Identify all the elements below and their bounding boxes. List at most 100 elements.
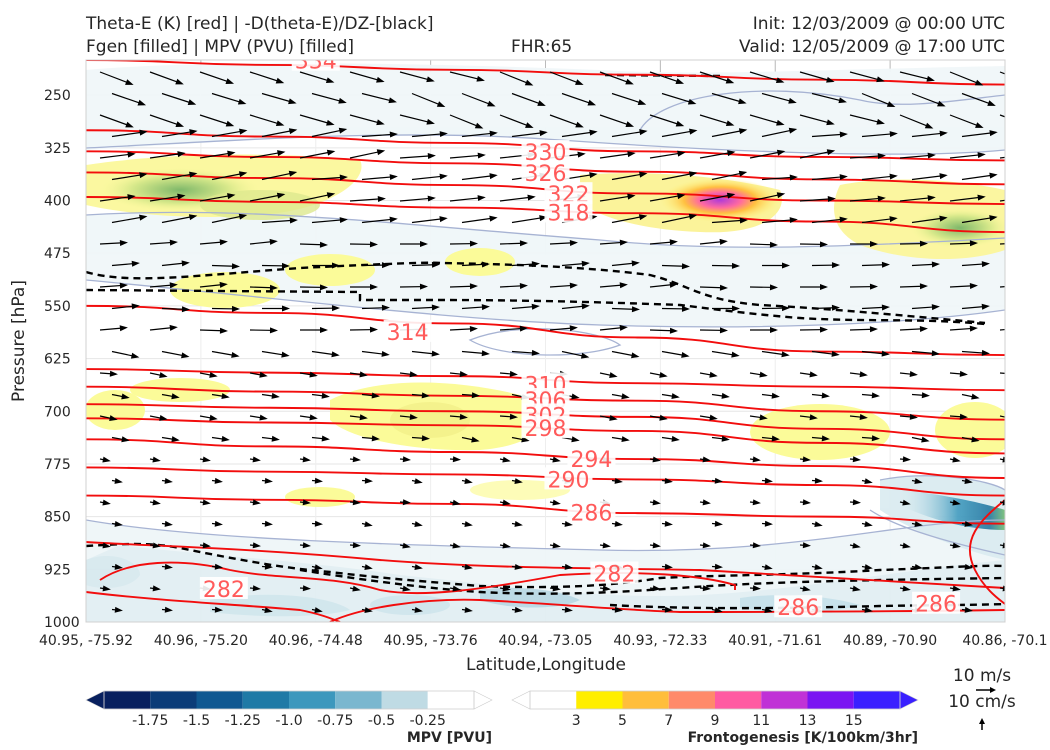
title-fhr: FHR:65	[511, 37, 573, 57]
wind-arrow	[349, 196, 386, 203]
wind-arrow	[149, 499, 161, 506]
wind-arrow	[849, 114, 885, 125]
wind-arrow	[511, 303, 540, 310]
wind-arrow	[411, 92, 446, 107]
wind-arrow	[499, 194, 536, 202]
wind-arrow	[611, 520, 623, 527]
wind-arrow	[461, 261, 490, 268]
wind-arrow	[861, 92, 896, 107]
wind-arrow	[211, 92, 247, 105]
wind-arrow	[449, 240, 478, 247]
wind-arrow	[361, 477, 373, 484]
wind-arrow	[399, 414, 418, 421]
mpv-shading	[86, 63, 1005, 622]
wind-arrow	[999, 542, 1005, 549]
wind-arrow	[961, 563, 973, 570]
wind-arrow	[899, 195, 936, 202]
wind-arrow	[649, 239, 678, 246]
theta-e-label: 286	[915, 593, 957, 618]
wind-arrow	[511, 606, 523, 613]
theta-e-label: 298	[525, 417, 567, 442]
y-tick-label: 775	[44, 457, 71, 473]
wind-arrow	[149, 542, 161, 549]
wind-arrow	[762, 262, 790, 269]
wind-arrow	[400, 241, 428, 247]
wind-arrow	[211, 213, 248, 224]
wind-arrow	[211, 128, 248, 138]
wind-arrow	[711, 350, 740, 358]
wind-arrow	[649, 281, 678, 288]
wind-arrow	[599, 151, 636, 159]
wind-arrow	[899, 114, 934, 129]
wind-arrow	[299, 149, 336, 159]
wind-arrow	[649, 585, 661, 592]
wind-arrow	[699, 284, 728, 291]
wind-arrow	[899, 585, 911, 592]
wind-arrow	[599, 114, 635, 127]
wind-arrow	[761, 127, 798, 138]
wind-arrow	[699, 456, 711, 463]
wind-arrow	[799, 456, 811, 463]
wind-arrow	[749, 71, 785, 84]
wind-arrow	[161, 606, 173, 613]
wind-arrow	[911, 436, 930, 443]
wind-arrow	[199, 371, 218, 378]
theta-e-label-bg	[544, 182, 593, 205]
wind-arrow	[99, 114, 134, 128]
wind-arrow	[111, 260, 140, 267]
wind-arrow	[149, 372, 168, 379]
wind-arrow	[599, 282, 628, 289]
wind-arrow	[461, 478, 473, 485]
wind-arrow	[299, 585, 311, 592]
wind-arrow	[449, 585, 461, 592]
wind-arrow	[649, 456, 661, 463]
wind-arrow	[361, 304, 390, 311]
wind-arrow	[499, 71, 534, 86]
wind-arrow	[611, 350, 640, 359]
wind-arrow	[211, 305, 240, 312]
title-init: Init: 12/03/2009 @ 00:00 UTC	[752, 14, 1005, 34]
wind-arrow	[161, 260, 190, 267]
wind-arrow	[211, 477, 223, 484]
wind-arrow	[761, 435, 780, 442]
wind-arrow	[261, 128, 298, 138]
wind-arrow	[461, 92, 496, 107]
wind-arrow	[861, 435, 880, 442]
wind-arrow	[499, 585, 511, 592]
wind-arrow	[99, 151, 136, 159]
colorbar-tick-label: 13	[799, 713, 817, 729]
y-tick-label: 325	[44, 141, 71, 157]
colorbar-label: Frontogenesis [K/100km/3hr]	[688, 730, 918, 746]
theta-e-line	[86, 438, 1005, 479]
wind-arrow	[111, 478, 123, 484]
wind-arrow	[411, 478, 423, 485]
wind-arrow	[449, 371, 468, 378]
dthetae-dz-contours	[86, 73, 1005, 610]
wind-arrow	[599, 239, 628, 246]
wind-arrow	[899, 542, 911, 549]
wind-arrow	[911, 215, 948, 224]
wind-arrow	[949, 114, 984, 128]
wind-arrow	[511, 92, 546, 106]
wind-reference-arrowhead-h	[990, 687, 996, 693]
wind-arrow	[961, 606, 973, 613]
wind-arrow	[649, 499, 661, 506]
colorbar-tick-label: 5	[618, 713, 627, 729]
wind-arrow	[161, 436, 180, 443]
wind-arrow	[699, 238, 728, 245]
wind-arrow	[449, 325, 478, 332]
wind-arrow	[911, 173, 948, 181]
wind-arrow	[449, 71, 485, 82]
x-tick-label: 40.95, -73.76	[384, 633, 478, 649]
wind-arrow	[761, 92, 797, 104]
wind-arrow	[399, 114, 435, 125]
colorbar-tick-label: 11	[752, 713, 770, 729]
wind-arrow	[111, 172, 148, 181]
wind-arrow	[611, 260, 640, 267]
colorbar-label: MPV [PVU]	[407, 730, 492, 746]
theta-e-label-bg	[590, 561, 639, 584]
wind-arrow	[249, 542, 261, 549]
wind-arrow	[249, 456, 261, 463]
theta-e-label-bg	[291, 60, 340, 71]
wind-arrow	[811, 304, 840, 311]
